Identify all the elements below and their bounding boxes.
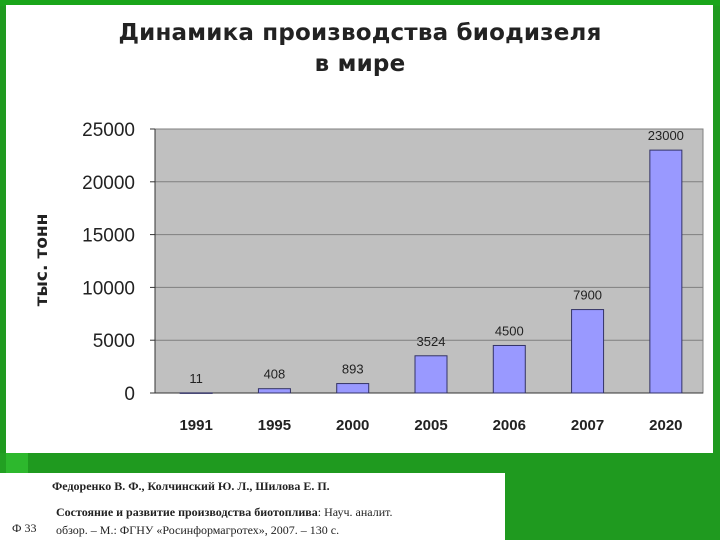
y-tick-label: 10000 <box>82 278 135 299</box>
x-tick-label: 2005 <box>414 417 447 434</box>
bar <box>492 344 526 394</box>
citation-title-bold: Состояние и развитие производства биотоп… <box>56 505 318 519</box>
bar <box>257 388 291 394</box>
data-label: 4500 <box>495 323 524 338</box>
data-label: 408 <box>264 367 286 382</box>
citation-authors: Федоренко В. Ф., Колчинский Ю. Л., Шилов… <box>52 479 330 493</box>
x-tick-label: 2000 <box>336 417 369 434</box>
y-axis-label: тыс. тонн <box>32 214 52 307</box>
plot-area <box>154 128 704 394</box>
data-label: 3524 <box>417 334 446 349</box>
citation-publication: обзор. – М.: ФГНУ «Росинформагротех», 20… <box>56 523 340 537</box>
top-green-band <box>0 0 720 6</box>
x-tick-label: 2020 <box>649 417 682 434</box>
y-tick-label: 15000 <box>82 226 135 247</box>
bar <box>649 149 683 394</box>
x-tick-label: 1995 <box>258 417 291 434</box>
chart-title: Динамика производства биодизеля в мире <box>0 18 720 80</box>
y-tick-label: 0 <box>124 384 135 405</box>
slide-reference: Ф 33 <box>12 521 37 535</box>
y-tick-label: 25000 <box>82 120 135 141</box>
x-tick-label: 2006 <box>493 417 526 434</box>
data-label: 11 <box>189 371 203 386</box>
citation-title-rest: : Науч. аналит. <box>317 505 393 519</box>
bar <box>179 392 213 394</box>
bar <box>336 383 370 394</box>
citation-title: Состояние и развитие производства биотоп… <box>56 505 392 520</box>
green-accent-block <box>6 453 28 473</box>
bar <box>571 309 605 394</box>
x-tick-label: 2007 <box>571 417 604 434</box>
citation-box: Федоренко В. Ф., Колчинский Ю. Л., Шилов… <box>0 473 505 540</box>
data-label: 7900 <box>573 288 602 303</box>
data-label: 23000 <box>648 128 684 143</box>
chart-title-line1: Динамика производства биодизеля <box>118 20 602 46</box>
bar <box>414 355 448 394</box>
data-label: 893 <box>342 362 364 377</box>
y-tick-label: 5000 <box>93 331 135 352</box>
y-tick-label: 20000 <box>82 173 135 194</box>
x-tick-label: 1991 <box>179 417 212 434</box>
chart-title-line2: в мире <box>314 51 406 77</box>
